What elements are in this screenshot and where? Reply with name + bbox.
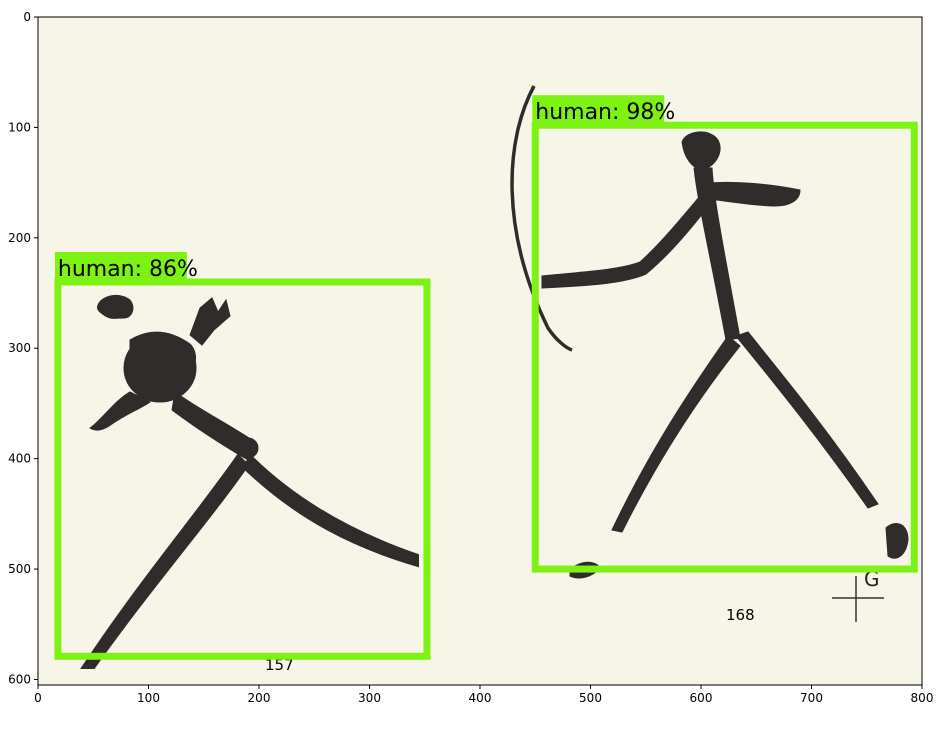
page-number-left: 157 (265, 656, 294, 674)
detection-label-background (532, 95, 665, 126)
right-figure-leg-right (735, 331, 879, 509)
right-human-petroglyph (510, 85, 909, 579)
left-figure-leg-right (242, 453, 419, 568)
left-human-petroglyph (80, 294, 419, 669)
detection-box (531, 121, 918, 573)
y-tick-label: 600 (8, 672, 31, 686)
right-figure-head (681, 131, 721, 171)
x-tick-label: 0 (34, 691, 42, 705)
bow (510, 85, 573, 352)
y-tick-label: 300 (8, 341, 31, 355)
corner-letter-mark: G (864, 567, 880, 591)
detection-label: human: 86% (58, 257, 198, 282)
right-figure-arm-left (541, 195, 711, 289)
y-tick-label: 0 (23, 10, 31, 24)
x-tick-label: 400 (469, 691, 492, 705)
x-tick-label: 200 (248, 691, 271, 705)
y-tick-label: 500 (8, 562, 31, 576)
y-tick-label: 400 (8, 452, 31, 466)
y-tick-label: 100 (8, 120, 31, 134)
right-figure-foot-right (885, 523, 909, 559)
x-tick-label: 700 (800, 691, 823, 705)
corner-cross-mark (832, 576, 884, 622)
x-tick-label: 600 (690, 691, 713, 705)
right-figure-arm-right (699, 181, 801, 207)
left-figure-shoulder (129, 331, 197, 386)
detection-label: human: 98% (535, 100, 675, 125)
detection-box (54, 278, 431, 660)
left-figure-hip (237, 437, 259, 459)
x-axis-ticks: 0 100 200 300 400 500 600 700 800 (34, 685, 933, 705)
y-axis-ticks: 0 100 200 300 400 500 600 (8, 10, 38, 686)
left-figure-arm (89, 391, 151, 431)
right-figure-leg-left (611, 335, 741, 533)
left-figure-head (97, 294, 134, 319)
x-tick-label: 800 (911, 691, 934, 705)
detection-label-background (54, 251, 187, 282)
y-tick-label: 200 (8, 231, 31, 245)
left-figure-leg-left (80, 453, 250, 669)
x-tick-label: 100 (137, 691, 160, 705)
left-figure-hand (189, 297, 231, 346)
detection-2: human: 98% (531, 95, 918, 573)
detection-1: human: 86% (54, 251, 431, 660)
detections-layer: human: 86% human: 98% (54, 95, 918, 660)
x-tick-label: 300 (358, 691, 381, 705)
page-number-right: 168 (726, 606, 755, 624)
x-tick-label: 500 (579, 691, 602, 705)
